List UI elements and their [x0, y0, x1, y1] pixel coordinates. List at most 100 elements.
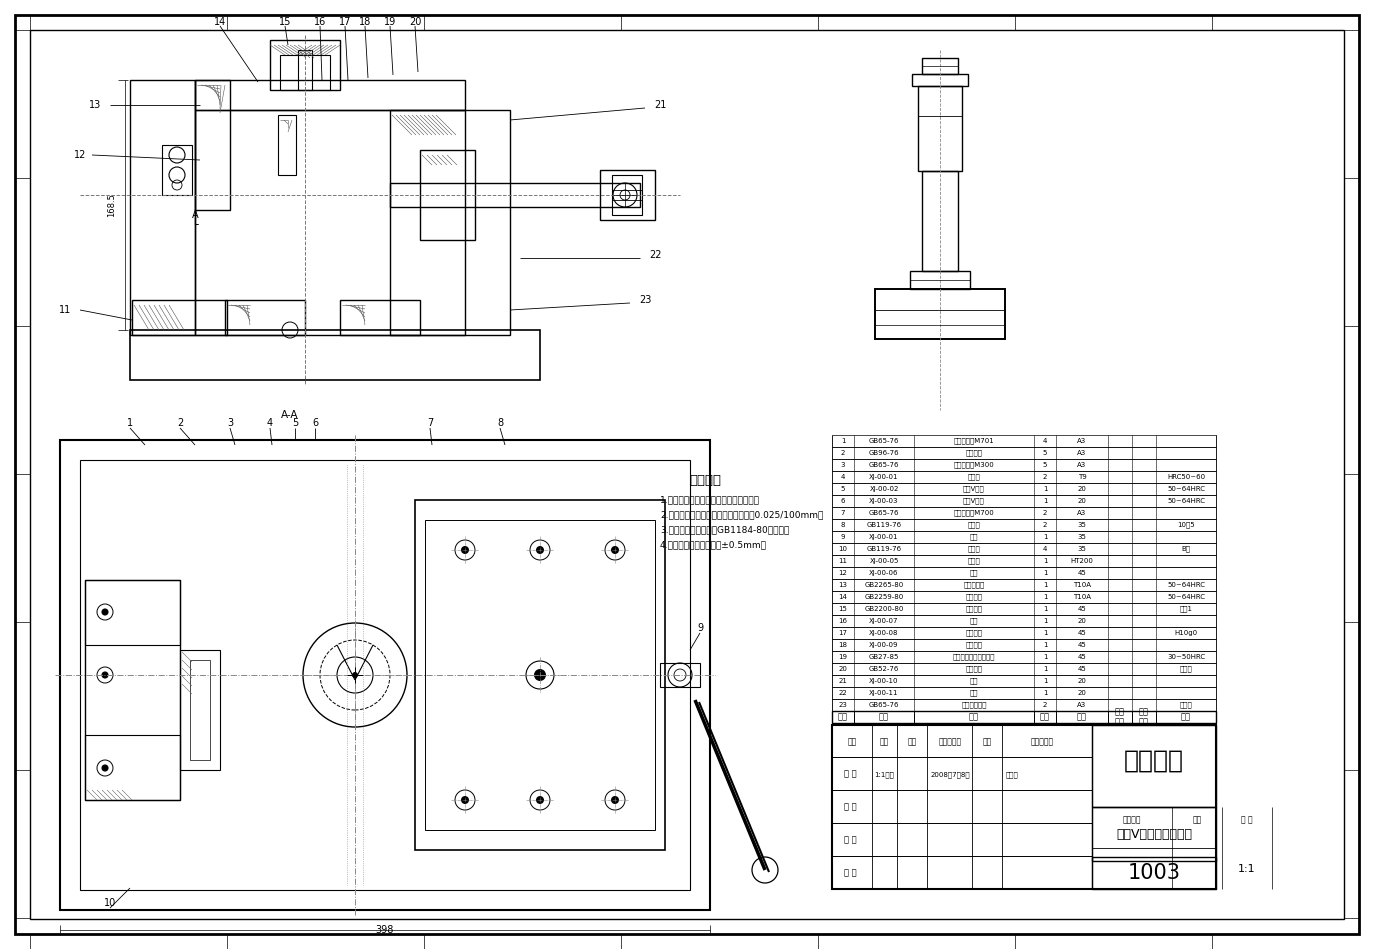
Bar [280, 55, 330, 90]
Text: 单件
重量: 单件 重量 [1114, 707, 1125, 727]
Text: 12: 12 [838, 570, 848, 576]
Text: T9: T9 [1077, 474, 1087, 480]
Text: 19: 19 [838, 654, 848, 660]
Text: GB2265-80: GB2265-80 [864, 582, 904, 588]
Text: GB2259-80: GB2259-80 [864, 594, 904, 600]
Bar [833, 495, 1216, 507]
Text: 1: 1 [1043, 606, 1047, 612]
Text: 8: 8 [497, 418, 503, 428]
Text: 5: 5 [291, 418, 298, 428]
Text: 圆柱销: 圆柱销 [967, 546, 981, 552]
Circle shape [102, 609, 109, 615]
Text: 手柄: 手柄 [970, 533, 978, 540]
Circle shape [352, 672, 359, 678]
Bar [833, 471, 1216, 483]
Text: GB65-76: GB65-76 [868, 438, 899, 444]
Bar [833, 543, 1216, 555]
Circle shape [536, 796, 544, 804]
Bar [180, 650, 220, 770]
Text: 21: 21 [654, 100, 666, 110]
Text: 45: 45 [1077, 630, 1087, 636]
Text: XJ-00-02: XJ-00-02 [870, 486, 899, 492]
Text: 13: 13 [838, 582, 848, 588]
Text: GB65-76: GB65-76 [868, 510, 899, 516]
Text: 支板: 支板 [970, 678, 978, 684]
Text: 可换钻套: 可换钻套 [966, 594, 982, 601]
Text: A3: A3 [1077, 702, 1087, 708]
Text: 4: 4 [267, 418, 273, 428]
Text: 支板: 支板 [970, 569, 978, 576]
Text: 数量: 数量 [1193, 815, 1202, 825]
Text: 批 准: 批 准 [844, 868, 856, 877]
Text: 1:1: 1:1 [1238, 865, 1256, 874]
Bar [1092, 725, 1216, 807]
Text: 22: 22 [838, 690, 848, 696]
Text: 23: 23 [639, 295, 651, 305]
Text: 50~64HRC: 50~64HRC [1167, 498, 1205, 504]
Text: 10: 10 [838, 546, 848, 552]
Text: 圆柱头螺钉M701: 圆柱头螺钉M701 [954, 437, 995, 444]
Text: A: A [192, 210, 198, 220]
Circle shape [462, 796, 469, 804]
Text: XJ-00-03: XJ-00-03 [870, 498, 899, 504]
Text: 45: 45 [1077, 606, 1087, 612]
Text: 2008年7月8日: 2008年7月8日 [930, 771, 970, 777]
Bar [833, 711, 1216, 723]
Text: 13: 13 [89, 100, 102, 110]
Text: 16: 16 [313, 17, 326, 27]
Text: A-A: A-A [282, 410, 298, 420]
Text: 1: 1 [1043, 618, 1047, 624]
Text: 圆柱头螺钉M300: 圆柱头螺钉M300 [954, 462, 995, 468]
Text: 1: 1 [1043, 498, 1047, 504]
Text: 分区: 分区 [907, 737, 916, 746]
Text: 10级5: 10级5 [1178, 522, 1195, 529]
Text: A3: A3 [1077, 438, 1087, 444]
Text: A3: A3 [1077, 450, 1087, 456]
Text: 14: 14 [838, 594, 848, 600]
Text: 1.套筒中心线与两支承板对称中心同轴。: 1.套筒中心线与两支承板对称中心同轴。 [660, 495, 760, 505]
Text: XJ-00-06: XJ-00-06 [870, 570, 899, 576]
Bar [85, 580, 180, 645]
Text: 技术要求: 技术要求 [688, 474, 721, 487]
Bar [1092, 807, 1216, 861]
Text: 45: 45 [1077, 570, 1087, 576]
Text: 6: 6 [312, 418, 317, 428]
Text: T10A: T10A [1073, 582, 1091, 588]
Text: XJ-00-07: XJ-00-07 [870, 618, 899, 624]
Bar [833, 591, 1216, 603]
Text: 20: 20 [1077, 498, 1087, 504]
Bar [910, 271, 970, 289]
Text: 168.5: 168.5 [107, 193, 117, 217]
Bar [195, 80, 229, 210]
Bar [912, 74, 969, 86]
Bar [225, 300, 305, 335]
Text: 固定V形块: 固定V形块 [963, 486, 985, 493]
Text: 17: 17 [838, 630, 848, 636]
Text: 20: 20 [1077, 618, 1087, 624]
Bar [600, 170, 655, 220]
Bar [80, 460, 690, 890]
Text: 支承块: 支承块 [967, 474, 981, 480]
Text: 年、月、日: 年、月、日 [1030, 737, 1054, 746]
Text: 圆柱头螺钉M700: 圆柱头螺钉M700 [954, 510, 995, 516]
Text: 45: 45 [1077, 642, 1087, 648]
Text: 9: 9 [697, 623, 703, 633]
Text: H10g0: H10g0 [1175, 630, 1198, 636]
Text: 3: 3 [841, 462, 845, 468]
Text: 45: 45 [1077, 666, 1087, 672]
Text: B级: B级 [1182, 546, 1190, 552]
Bar [271, 40, 339, 90]
Text: 1: 1 [1043, 582, 1047, 588]
Text: XJ-00-08: XJ-00-08 [870, 630, 899, 636]
Bar [195, 110, 464, 335]
Text: 16: 16 [838, 618, 848, 624]
Bar [833, 615, 1216, 627]
Text: 1: 1 [1043, 534, 1047, 540]
Text: 8: 8 [841, 522, 845, 528]
Text: GB65-76: GB65-76 [868, 702, 899, 708]
Text: 处数: 处数 [879, 737, 889, 746]
Text: 签名: 签名 [982, 737, 992, 746]
Text: 六角螺母: 六角螺母 [966, 665, 982, 672]
Text: XJ-00-01: XJ-00-01 [870, 534, 899, 540]
Text: 导板: 导板 [970, 618, 978, 624]
